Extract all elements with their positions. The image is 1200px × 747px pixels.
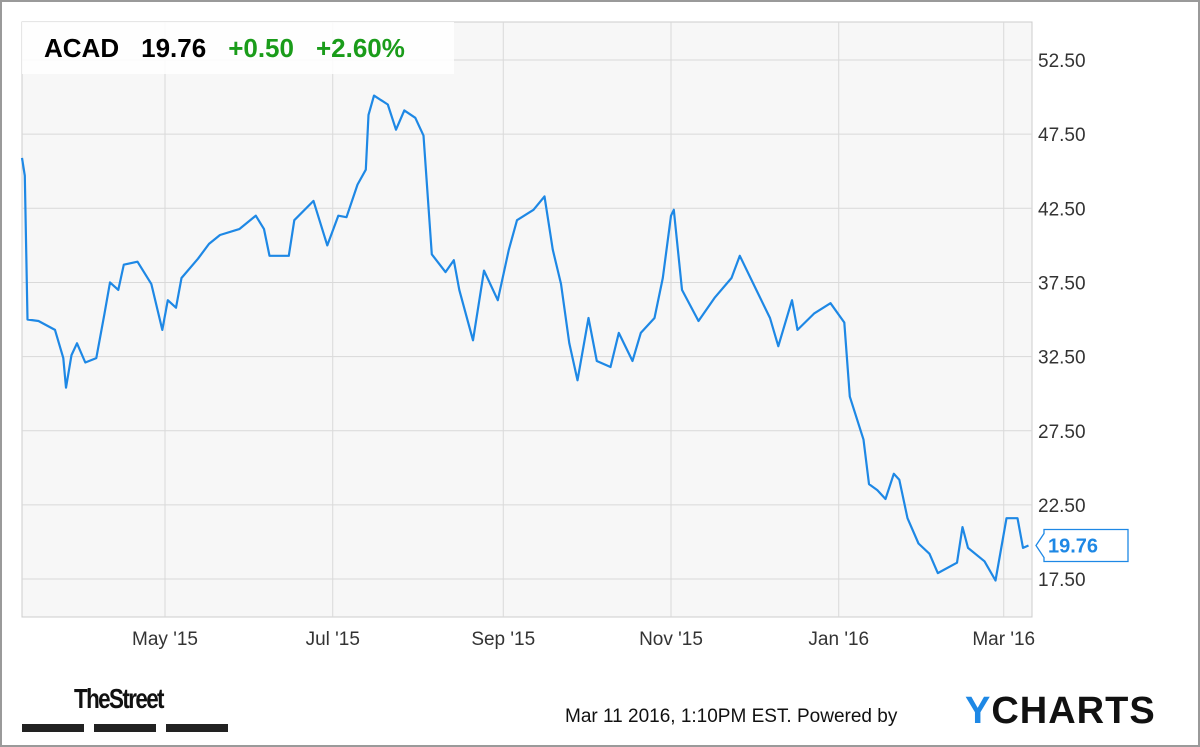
ycharts-logo: YCHARTS [965, 690, 1156, 733]
ticker-symbol: ACAD [44, 32, 120, 63]
price-change: +0.50 [228, 32, 294, 63]
y-tick-label: 47.50 [1038, 125, 1086, 146]
y-tick-label: 32.50 [1038, 348, 1086, 369]
x-tick-label: Nov '15 [639, 629, 703, 650]
x-tick-label: Jan '16 [808, 629, 869, 650]
quote-header: ACAD 19.76 +0.50 +2.60% [22, 22, 454, 74]
thestreet-logo: TheStreet [74, 683, 165, 714]
powered-by-text: Powered by [797, 706, 898, 727]
price-change-percent: +2.60% [315, 32, 405, 63]
x-tick-label: Mar '16 [972, 629, 1035, 650]
y-tick-label: 27.50 [1038, 422, 1086, 443]
y-tick-label: 42.50 [1038, 199, 1086, 220]
thestreet-logo-bars [22, 724, 228, 732]
ycharts-logo-text: CHARTS [991, 690, 1156, 732]
y-tick-label: 52.50 [1038, 51, 1086, 72]
footer-timestamp: Mar 11 2016, 1:10PM EST. Powered by [565, 706, 897, 728]
price-line [20, 94, 1029, 582]
ycharts-logo-y: Y [965, 690, 992, 732]
last-value-label: 19.76 [1048, 536, 1098, 558]
x-tick-label: Sep '15 [471, 629, 535, 650]
last-value-callout: 19.76 [1035, 528, 1129, 563]
y-tick-label: 37.50 [1038, 273, 1086, 294]
y-tick-label: 22.50 [1038, 496, 1086, 517]
last-price: 19.76 [141, 32, 207, 63]
x-tick-label: Jul '15 [306, 629, 360, 650]
plot-area [21, 21, 1033, 618]
x-tick-label: May '15 [132, 629, 198, 650]
y-tick-label: 17.50 [1038, 570, 1086, 591]
timestamp: Mar 11 2016, 1:10PM EST. [565, 706, 792, 727]
